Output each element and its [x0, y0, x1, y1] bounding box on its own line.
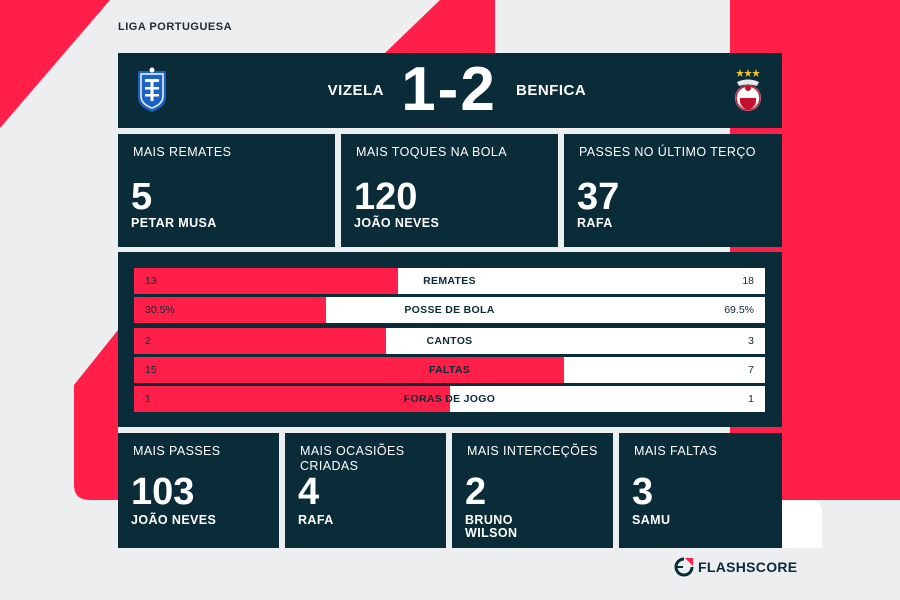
card-value: 5	[131, 176, 153, 218]
card-label: PASSES NO ÚLTIMO TERÇO	[579, 145, 756, 159]
home-share-bar	[134, 328, 387, 354]
card-value: 2	[465, 471, 487, 513]
home-share-bar	[134, 386, 450, 412]
home-value: 13	[145, 275, 157, 287]
home-value: 15	[145, 364, 157, 376]
home-value: 2	[145, 335, 151, 347]
card-player: JOÃO NEVES	[354, 216, 440, 230]
stat-name: CANTOS	[426, 335, 473, 347]
match-header: VIZELA 1-2 BENFICA	[118, 53, 782, 128]
stat-row-possession: 30.5% POSSE DE BOLA 69.5%	[134, 297, 765, 323]
card-value: 4	[298, 471, 320, 513]
card-player: RAFA	[298, 513, 334, 527]
card-value: 3	[632, 471, 654, 513]
benfica-crest-icon	[735, 69, 761, 111]
home-share-bar	[134, 297, 327, 323]
flashscore-brand: FLASHSCORE	[674, 556, 797, 578]
card-label: MAIS FALTAS	[634, 444, 718, 458]
card-label: MAIS OCASIÕES CRIADAS	[300, 444, 405, 473]
home-team-name: VIZELA	[327, 82, 384, 99]
stat-card-most-chances: MAIS OCASIÕES CRIADAS 4 RAFA	[285, 433, 446, 548]
stat-card-most-interceptions: MAIS INTERCEÇÕES 2 BRUNO WILSON	[452, 433, 613, 548]
stat-card-most-fouls: MAIS FALTAS 3 SAMU	[619, 433, 782, 548]
stat-card-most-shots: MAIS REMATES 5 PETAR MUSA	[118, 134, 335, 247]
card-player: JOÃO NEVES	[131, 513, 217, 527]
stat-name: FALTAS	[428, 364, 471, 376]
team-stats-comparison: 13 REMATES 18 30.5% POSSE DE BOLA 69.5% …	[118, 252, 782, 427]
card-player: RAFA	[577, 216, 613, 230]
brand-name: FLASHSCORE	[698, 559, 798, 575]
card-label: MAIS REMATES	[133, 145, 232, 159]
home-value: 1	[145, 393, 151, 405]
away-value: 69.5%	[724, 304, 754, 316]
vizela-crest-icon	[138, 67, 166, 112]
away-value: 1	[748, 393, 754, 405]
card-player: PETAR MUSA	[131, 216, 217, 230]
home-share-bar	[134, 357, 565, 383]
card-value: 103	[131, 471, 195, 513]
stat-card-most-touches: MAIS TOQUES NA BOLA 120 JOÃO NEVES	[341, 134, 558, 247]
card-player: SAMU	[632, 513, 671, 527]
stat-row-corners: 2 CANTOS 3	[134, 328, 765, 354]
stat-row-offsides: 1 FORAS DE JOGO 1	[134, 386, 765, 412]
card-value: 120	[354, 176, 418, 218]
away-value: 18	[742, 275, 754, 287]
card-value: 37	[577, 176, 620, 218]
league-name: LIGA PORTUGUESA	[118, 21, 233, 33]
away-team-name: BENFICA	[516, 82, 587, 99]
card-player: BRUNO WILSON	[465, 513, 518, 540]
stat-name: POSSE DE BOLA	[404, 304, 495, 316]
flashscore-logo-icon	[674, 557, 694, 577]
away-value: 7	[748, 364, 754, 376]
home-share-bar	[134, 268, 399, 294]
stat-name: REMATES	[423, 275, 476, 287]
away-value: 3	[748, 335, 754, 347]
stat-row-shots: 13 REMATES 18	[134, 268, 765, 294]
home-value: 30.5%	[145, 304, 175, 316]
match-score: 1-2	[401, 55, 497, 124]
card-label: MAIS INTERCEÇÕES	[467, 444, 598, 458]
stat-row-fouls: 15 FALTAS 7	[134, 357, 765, 383]
stat-name: FORAS DE JOGO	[403, 393, 496, 405]
card-label: MAIS PASSES	[133, 444, 221, 458]
stat-card-most-passes: MAIS PASSES 103 JOÃO NEVES	[118, 433, 279, 548]
stat-card-final-third-passes: PASSES NO ÚLTIMO TERÇO 37 RAFA	[564, 134, 782, 247]
card-label: MAIS TOQUES NA BOLA	[356, 145, 507, 159]
